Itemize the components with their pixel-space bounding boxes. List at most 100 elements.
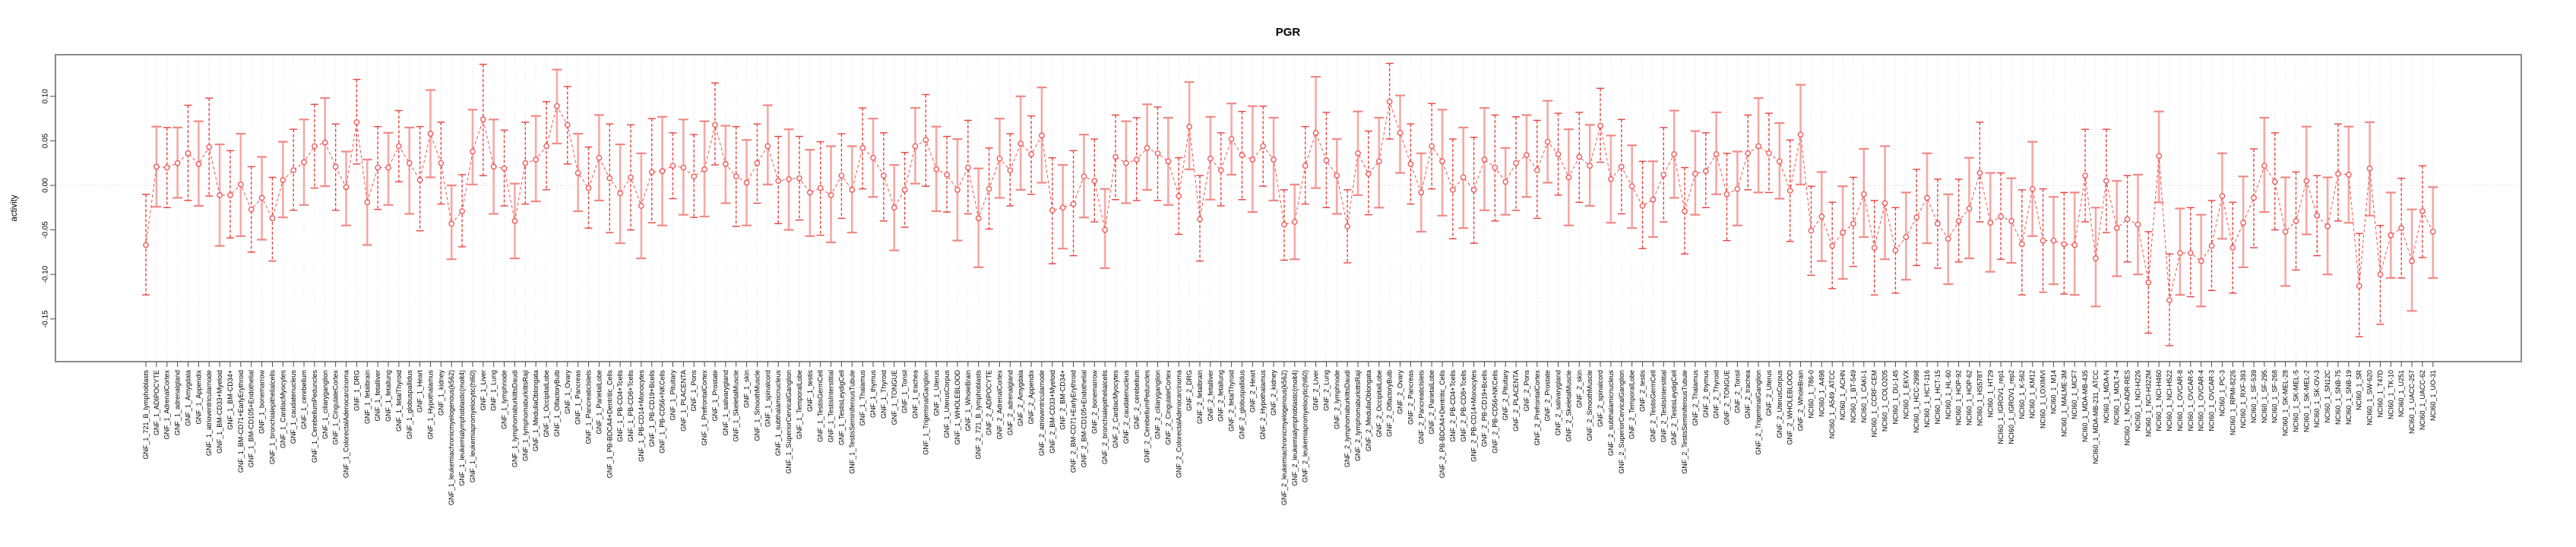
data-point: [280, 177, 286, 183]
data-point: [438, 160, 445, 166]
data-point: [2198, 258, 2204, 264]
data-point: [870, 154, 876, 161]
data-point: [1576, 153, 1583, 160]
x-tick-label: GNF_1_Thalamus: [859, 370, 866, 426]
x-tick-label: NCI60_1_OVCAR-8: [2176, 370, 2184, 432]
error-bar: [226, 150, 234, 239]
error-bar: [2271, 132, 2279, 231]
data-point: [638, 203, 644, 209]
data-point: [237, 181, 244, 188]
x-tick-label: GNF_1_Prostate: [711, 370, 719, 422]
error-bar: [184, 104, 192, 201]
series-line: [145, 101, 2434, 301]
x-tick-label: GNF_1_PB-CD19+Bcells: [648, 370, 656, 447]
x-tick-label: GNF_1_lymphomaburkittsDaudi: [511, 370, 518, 467]
x-tick-label: GNF_1_atrioventricularnode: [205, 370, 213, 456]
data-point: [754, 160, 761, 166]
error-bar: [1638, 160, 1647, 249]
x-tick-label: GNF_2_OccipitalLobe: [1375, 370, 1383, 438]
data-point: [554, 103, 560, 109]
data-point: [2219, 193, 2226, 199]
data-point: [1945, 236, 1951, 242]
x-tick-label: GNF_2_Pancreas: [1407, 370, 1414, 425]
error-bar: [879, 132, 888, 222]
x-tick-label: NCI60_1_NCI-H460: [2155, 370, 2163, 432]
data-point: [1470, 187, 1477, 193]
data-point: [1439, 158, 1445, 165]
x-tick-label: GNF_1_subthalamicnucleus: [774, 370, 782, 457]
data-point: [1123, 160, 1129, 166]
x-tick-label: NCI60_1_SK-MEL-28: [2282, 370, 2290, 436]
data-point: [1660, 172, 1667, 178]
data-point: [1565, 174, 1572, 181]
x-tick-label: GNF_2_trachea: [1744, 370, 1752, 419]
x-tick-label: GNF_2_ADIPOCYTE: [986, 370, 993, 435]
x-tick-label: GNF_1_CingulateCortex: [332, 370, 340, 445]
x-tick-label: GNF_1_PLACENTA: [679, 370, 687, 432]
data-point: [796, 175, 802, 182]
x-tick-label: NCI60_1_UO-31: [2429, 370, 2437, 421]
x-tick-label: NCI60_1_NCI-ADR-RES: [2124, 370, 2131, 446]
x-tick-label: GNF_1_testis: [806, 370, 814, 413]
x-tick-label: GNF_1_OccipitalLobe: [543, 370, 550, 438]
error-bar: [627, 124, 635, 231]
x-tick-label: NCI60_1_RPMI-8226: [2229, 370, 2236, 435]
data-point: [2124, 216, 2131, 223]
data-point: [574, 169, 581, 176]
x-tick-label: GNF_1_Uterus: [932, 370, 940, 416]
data-point: [1692, 170, 1698, 177]
data-point: [2366, 165, 2373, 172]
data-point: [806, 189, 813, 196]
x-tick-label: NCI60_1_SK-MEL-5: [2292, 370, 2299, 432]
data-point: [1102, 226, 1109, 233]
data-point: [1291, 219, 1298, 225]
x-tick-label: GNF_2_atrioventricularnode: [1038, 370, 1046, 456]
data-point: [2166, 297, 2173, 304]
x-tick-label: GNF_2_adrenalgland: [1006, 370, 1014, 435]
data-point: [1587, 163, 1593, 169]
x-tick-label: GNF_1_fetalliver: [374, 370, 381, 422]
data-point: [1207, 155, 1214, 162]
x-tick-label: GNF_1_CerebellumPeduncles: [311, 370, 318, 463]
data-point: [1555, 151, 1562, 157]
data-point: [817, 185, 824, 191]
x-tick-label: NCI60_1_MDA-MB-435: [2081, 370, 2089, 442]
x-tick-label: GNF_1_BM-CD105+Endothelial: [248, 370, 255, 467]
data-point: [1702, 168, 1709, 175]
data-point: [1903, 234, 1910, 240]
error-bar: [1913, 169, 1921, 267]
data-point: [2324, 223, 2331, 229]
x-tick-label: NCI60_1_SF-268: [2271, 370, 2279, 423]
data-point: [596, 154, 603, 161]
x-tick-label: GNF_2_721_B_lymphoblasts: [975, 370, 983, 460]
data-point: [2103, 178, 2109, 184]
error-bar: [1723, 153, 1731, 242]
data-point: [248, 206, 255, 213]
data-point: [2409, 258, 2415, 264]
data-point: [1249, 157, 1256, 163]
x-tick-label: GNF_2_Thalamus: [1691, 370, 1699, 426]
data-point: [944, 172, 950, 178]
x-tick-label: GNF_1_TestisInterstitial: [828, 370, 835, 443]
data-point: [1745, 150, 1752, 157]
data-point: [1618, 163, 1625, 170]
data-point: [1513, 160, 1519, 166]
data-point: [1165, 158, 1172, 165]
x-tick-label: GNF_1_fetalbrain: [363, 370, 371, 424]
x-tick-label: GNF_2_CerebellumPeduncles: [1144, 370, 1151, 463]
x-tick-label: GNF_1_PrefrontalCortex: [701, 370, 708, 446]
data-point: [2356, 283, 2362, 289]
x-tick-label: NCI60_1_HT29: [1986, 370, 1994, 418]
error-bar: [2292, 171, 2300, 271]
x-tick-label: NCI60_1_EKVX: [1902, 370, 1910, 419]
x-tick-label: NCI60_1_OVCAR-5: [2187, 370, 2195, 432]
x-tick-label: GNF_2_Pituitary: [1502, 370, 1509, 421]
data-point: [2282, 229, 2289, 235]
data-point: [2229, 245, 2236, 251]
data-point: [143, 242, 149, 248]
x-tick-label: NCI60_1_SF-295: [2261, 370, 2268, 423]
data-point: [701, 166, 707, 172]
data-point: [786, 175, 792, 182]
x-tick-label: NCI60_1_SK-MEL-2: [2302, 370, 2310, 432]
x-tick-label: NCI60_1_DU-145: [1891, 370, 1899, 425]
